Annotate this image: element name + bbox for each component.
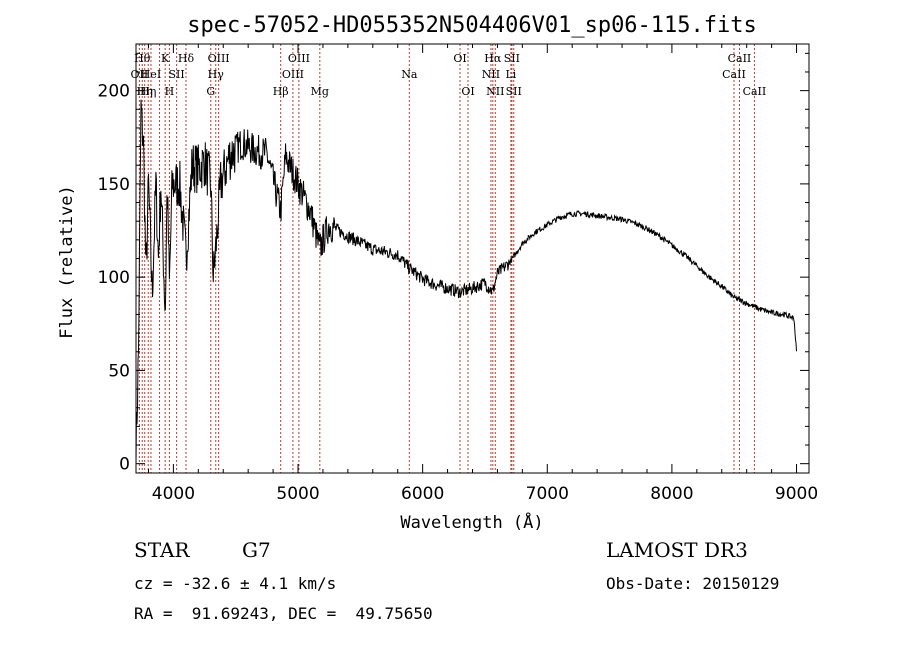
- spectral-line-label: Na: [401, 68, 418, 81]
- y-tick-label: 150: [98, 175, 130, 195]
- obs-date: Obs-Date: 20150129: [606, 574, 780, 593]
- spectral-line-label: CaII: [743, 85, 767, 98]
- x-tick-label: 7000: [526, 484, 569, 504]
- survey-name: LAMOST DR3: [606, 538, 748, 562]
- spectral-line-label: HeI: [141, 68, 161, 81]
- object-type: STAR: [134, 538, 190, 562]
- spectral-line-label: Mg: [311, 85, 329, 98]
- axis-ticks: 4000 5000 6000 7000 8000 9000 0 50 100 150 200: [98, 44, 818, 504]
- spectral-line-label: Hη: [140, 85, 156, 98]
- spectral-line-label: CaII: [722, 68, 746, 81]
- spectral-line-label: Hγ: [208, 68, 225, 81]
- spectral-line-label: H: [165, 85, 175, 98]
- spectral-line-label: K: [161, 52, 170, 65]
- spectral-line-label: CaII: [728, 52, 752, 65]
- spectral-line-label: SII: [506, 85, 522, 98]
- coordinates: RA = 91.69243, DEC = 49.75650: [134, 604, 433, 623]
- x-tick-label: 4000: [152, 484, 195, 504]
- y-tick-label: 200: [98, 82, 130, 102]
- y-tick-label: 0: [119, 455, 130, 475]
- spectral-line-label: SII: [504, 52, 520, 65]
- spectral-line-label: Li: [505, 68, 516, 81]
- spectral-line-label: OI: [453, 52, 466, 65]
- chart-title: spec-57052-HD055352N504406V01_sp06-115.f…: [187, 13, 757, 38]
- spectral-line-label: OIII: [282, 68, 304, 81]
- spectral-line-label: NII: [482, 68, 500, 81]
- y-axis-label: Flux (relative): [57, 185, 77, 339]
- spectral-lines-layer: [138, 44, 755, 473]
- x-tick-label: 8000: [650, 484, 693, 504]
- spectral-line-label: Hα: [484, 52, 502, 65]
- x-axis-label: Wavelength (Å): [400, 511, 543, 533]
- x-tick-label: 5000: [276, 484, 319, 504]
- spectral-line-label: OII: [131, 68, 149, 81]
- spectral-line-label: Hη: [137, 85, 153, 98]
- y-tick-label: 50: [108, 361, 130, 381]
- spectral-line-label: NII: [486, 85, 504, 98]
- spectral-line-label: OI: [461, 85, 474, 98]
- spectrum-series: [135, 99, 797, 464]
- spectral-line-label: Hθ: [134, 52, 151, 65]
- x-tick-label: 6000: [401, 484, 444, 504]
- subclass: G7: [242, 538, 271, 562]
- spectral-line-label: G: [206, 85, 215, 98]
- x-tick-label: 9000: [775, 484, 818, 504]
- spectral-line-labels: OIIHθHηHηHeIKHSIIHδGHγOIIIHβOIIIOIIIMgNa…: [131, 52, 767, 98]
- spectral-line-label: Hβ: [273, 85, 289, 98]
- spectral-line-label: OIII: [208, 52, 230, 65]
- spectral-line-label: SII: [169, 68, 185, 81]
- spectral-line-label: OIII: [288, 52, 310, 65]
- spectral-line-label: Hδ: [178, 52, 195, 65]
- redshift-cz: cz = -32.6 ± 4.1 km/s: [134, 574, 337, 593]
- plot-frame: [135, 43, 810, 474]
- y-tick-label: 100: [98, 268, 130, 288]
